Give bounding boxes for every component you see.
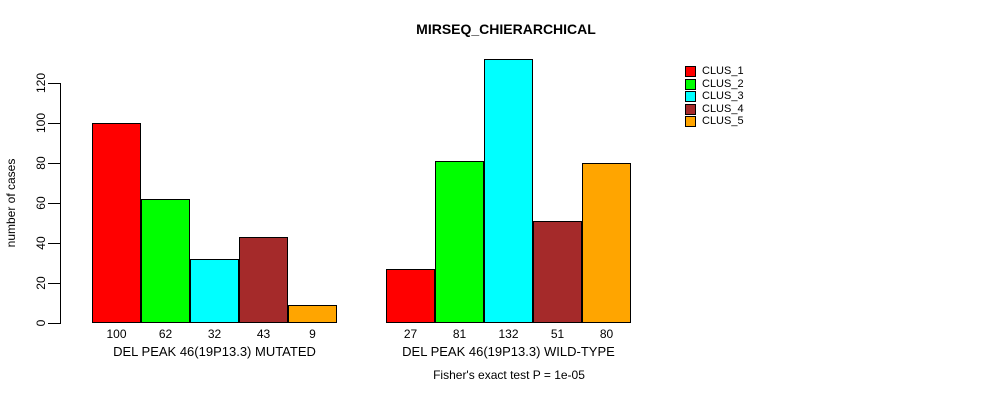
group-label: DEL PEAK 46(19P13.3) MUTATED <box>113 344 316 359</box>
bar-value-label: 80 <box>599 327 614 341</box>
bar-value-label: 51 <box>550 327 565 341</box>
legend-label: CLUS_5 <box>702 115 744 127</box>
bar-value-label: 27 <box>403 327 418 341</box>
y-tick-label: 20 <box>34 276 48 290</box>
y-tick <box>48 163 60 164</box>
bar-clus_3-group2 <box>484 59 533 323</box>
bar-value-label: 62 <box>158 327 173 341</box>
bar-clus_5-group2 <box>582 163 631 323</box>
bar-clus_3-group1 <box>190 259 239 323</box>
bar-clus_4-group1 <box>239 237 288 323</box>
bar-clus_2-group2 <box>435 161 484 323</box>
y-tick <box>48 243 60 244</box>
y-axis-line <box>60 83 61 324</box>
legend-label: CLUS_2 <box>702 77 744 90</box>
y-axis-label: number of cases <box>4 158 18 248</box>
y-tick <box>48 123 60 124</box>
y-tick <box>48 323 60 324</box>
bar-value-label: 43 <box>256 327 271 341</box>
bar-value-label: 9 <box>309 327 316 341</box>
y-tick-label: 40 <box>34 236 48 250</box>
y-tick <box>48 283 60 284</box>
legend-swatch-clus_5 <box>685 116 696 127</box>
legend-swatch-clus_2 <box>685 78 696 90</box>
y-tick-label: 80 <box>34 156 48 170</box>
bar-value-label: 81 <box>452 327 467 341</box>
legend-label: CLUS_4 <box>702 102 744 115</box>
y-tick <box>48 203 60 204</box>
y-tick <box>48 83 60 84</box>
y-tick-label: 0 <box>34 319 48 327</box>
bar-clus_5-group1 <box>288 305 337 323</box>
group-label: DEL PEAK 46(19P13.3) WILD-TYPE <box>402 344 615 359</box>
bar-value-label: 132 <box>498 327 519 341</box>
y-tick-label: 100 <box>34 112 48 134</box>
bar-value-label: 32 <box>207 327 222 341</box>
y-tick-label: 120 <box>34 72 48 94</box>
chart-title: MIRSEQ_CHIERARCHICAL <box>416 21 596 37</box>
legend-label: CLUS_3 <box>702 90 744 102</box>
bar-value-label: 100 <box>106 327 127 341</box>
footer-note: Fisher's exact test P = 1e-05 <box>433 368 585 382</box>
legend-swatch-clus_3 <box>685 91 696 102</box>
legend-label: CLUS_1 <box>702 65 744 77</box>
bar-clus_4-group2 <box>533 221 582 323</box>
legend-swatch-clus_1 <box>685 66 696 77</box>
y-tick-label: 60 <box>34 196 48 210</box>
bar-clus_1-group1 <box>92 123 141 323</box>
bar-clus_1-group2 <box>386 269 435 323</box>
bar-clus_2-group1 <box>141 199 190 323</box>
legend-swatch-clus_4 <box>685 103 696 115</box>
